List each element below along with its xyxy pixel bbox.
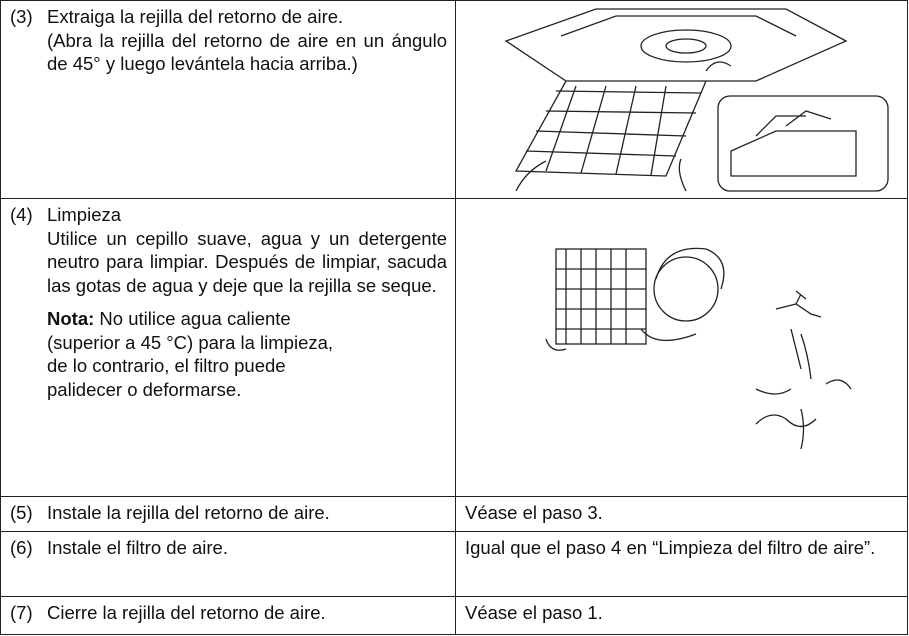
cell: Véase el paso 1. xyxy=(455,596,908,635)
cell: Igual que el paso 4 en “Limpieza del fil… xyxy=(455,531,908,597)
row: (6) Instale el filtro de aire. Igual que … xyxy=(0,531,908,597)
step-text: Utilice un cepillo suave, agua y un dete… xyxy=(47,227,447,296)
illustration-grille xyxy=(504,8,889,192)
cell: (6) Instale el filtro de aire. xyxy=(0,531,456,597)
step-title: Limpieza xyxy=(47,204,122,225)
cell: (3) Extraiga la rejilla del retorno de a… xyxy=(0,0,456,199)
step-detail: Véase el paso 3. xyxy=(465,502,603,523)
cell: (5) Instale la rejilla del retorno de air… xyxy=(0,496,456,532)
row: (5) Instale la rejilla del retorno de air… xyxy=(0,496,908,532)
step-detail: Véase el paso 1. xyxy=(465,602,603,623)
cell: Véase el paso 3. xyxy=(455,496,908,532)
note-text: No utilice agua caliente (superior a 45 … xyxy=(47,308,334,400)
step-text: Instale el filtro de aire. xyxy=(47,537,228,558)
cell: (4) Limpieza Utilice un cepillo suave, ag… xyxy=(0,198,456,497)
note-label: Nota: xyxy=(47,308,95,329)
step-text: Instale la rejilla del retorno de aire. xyxy=(47,502,330,523)
row: (7) Cierre la rejilla del retorno de aire… xyxy=(0,596,908,635)
cell xyxy=(455,0,908,199)
row: (4) Limpieza Utilice un cepillo suave, ag… xyxy=(0,198,908,497)
cell xyxy=(455,198,908,497)
step-text: Cierre la rejilla del retorno de aire. xyxy=(47,602,326,623)
step-subtext: (Abra la rejilla del retorno de aire en … xyxy=(47,29,447,75)
step-number: (4) xyxy=(10,204,33,225)
step-number: (5) xyxy=(10,502,33,523)
cell: (7) Cierre la rejilla del retorno de aire… xyxy=(0,596,456,635)
row: (3) Extraiga la rejilla del retorno de a… xyxy=(0,0,908,199)
illustration-cleaning xyxy=(545,247,852,450)
step-text: Extraiga la rejilla del retorno de aire. xyxy=(47,6,344,27)
step-number: (7) xyxy=(10,602,33,623)
step-number: (3) xyxy=(10,6,33,27)
step-number: (6) xyxy=(10,537,33,558)
step-detail: Igual que el paso 4 en “Limpieza del fil… xyxy=(465,537,876,558)
